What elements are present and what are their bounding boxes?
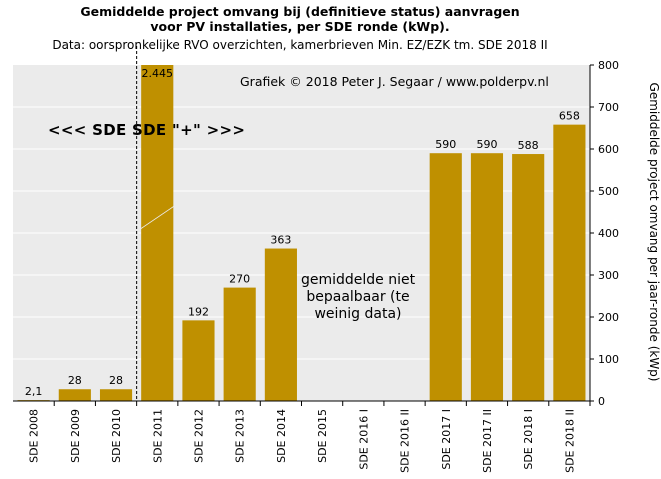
y-tick-label: 0: [598, 395, 605, 408]
x-tick-label: SDE 2011: [151, 409, 164, 463]
x-tick-label: SDE 2016 I: [357, 409, 370, 470]
x-tick-label: SDE 2018 II: [563, 409, 576, 473]
chart-subtitle: voor PV installaties, per SDE ronde (kWp…: [150, 19, 450, 34]
data-label: 28: [68, 374, 82, 387]
bar: [553, 124, 586, 401]
x-tick-label: SDE 2010: [110, 409, 123, 463]
data-label: 28: [109, 374, 123, 387]
y-tick-label: 700: [598, 101, 619, 114]
note-line: weinig data): [314, 306, 402, 322]
y-tick-label: 400: [598, 227, 619, 240]
bar: [182, 320, 215, 401]
y-tick-label: 800: [598, 59, 619, 72]
x-tick-label: SDE 2014: [275, 409, 288, 463]
chart-credit: Grafiek © 2018 Peter J. Segaar / www.pol…: [240, 74, 549, 89]
chart-title: Gemiddelde project omvang bij (definitie…: [80, 4, 520, 19]
data-label: 658: [559, 110, 580, 123]
data-label: 590: [476, 138, 497, 151]
x-tick-label: SDE 2012: [192, 409, 205, 463]
y-axis-label: Gemiddelde project omvang per jaar-ronde…: [647, 82, 661, 382]
note-line: gemiddelde niet: [300, 272, 416, 288]
x-tick-label: SDE 2017 II: [481, 409, 494, 473]
data-label: 363: [270, 234, 291, 247]
data-label: 588: [518, 139, 539, 152]
bar: [223, 287, 256, 401]
y-tick-label: 100: [598, 353, 619, 366]
no-data-note: gemiddelde niet bepaalbaar (te weinig da…: [290, 272, 426, 323]
x-tick-label: SDE 2015: [316, 409, 329, 463]
bar: [58, 389, 91, 401]
x-tick-label: SDE 2013: [234, 409, 247, 463]
bar: [470, 153, 504, 401]
x-tick-label: SDE 2009: [69, 409, 82, 463]
bar: [264, 248, 297, 401]
y-tick-label: 300: [598, 269, 619, 282]
y-tick-label: 600: [598, 143, 619, 156]
axis-break: [140, 205, 175, 230]
x-tick-label: SDE 2017 I: [440, 409, 453, 470]
bar: [429, 153, 462, 401]
y-tick-label: 200: [598, 311, 619, 324]
data-label: 2,1: [25, 385, 43, 398]
x-tick-label: SDE 2018 I: [522, 409, 535, 470]
note-line: bepaalbaar (te: [306, 289, 410, 305]
data-source: Data: oorspronkelijke RVO overzichten, k…: [52, 38, 548, 52]
x-tick-label: SDE 2008: [28, 409, 41, 463]
bar: [512, 154, 545, 401]
data-label: 2.445: [142, 67, 174, 80]
y-tick-label: 500: [598, 185, 619, 198]
data-label: 192: [188, 305, 209, 318]
bar: [141, 65, 174, 401]
x-tick-label: SDE 2016 II: [399, 409, 412, 473]
data-label: 590: [435, 138, 456, 151]
bar: [99, 389, 133, 401]
sde-annotation: <<< SDE SDE "+" >>>: [48, 121, 246, 139]
data-label: 270: [229, 273, 250, 286]
